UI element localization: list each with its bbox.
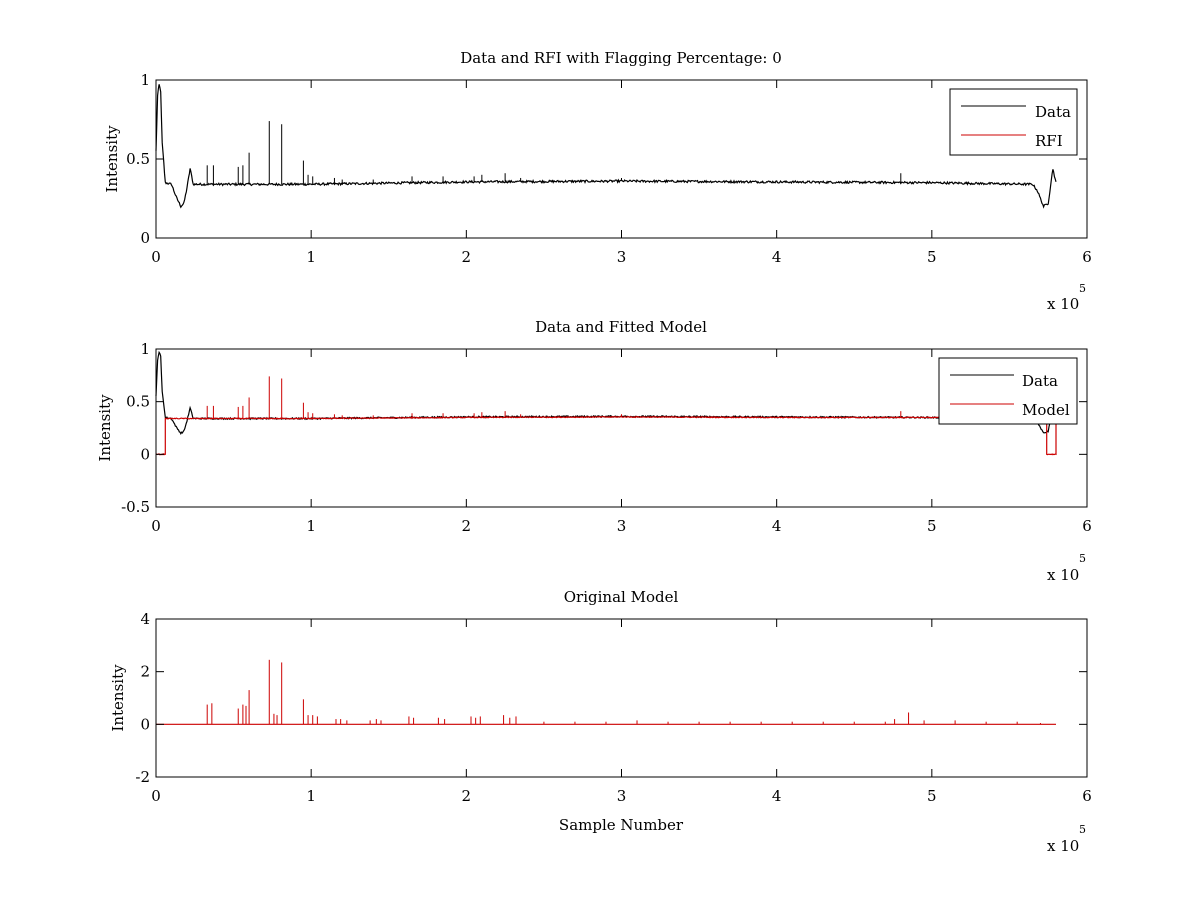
x-tick-label: 0 (151, 517, 161, 535)
x-tick-label: 6 (1082, 248, 1092, 266)
x-tick-label: 2 (462, 517, 472, 535)
y-tick-label: 0 (140, 229, 150, 247)
y-tick-label: 0.5 (126, 150, 150, 168)
y-tick-label: 0.5 (126, 393, 150, 411)
x-tick-label: 1 (306, 787, 316, 805)
x-tick-label: 3 (617, 787, 627, 805)
x-tick-label: 3 (617, 248, 627, 266)
x-tick-label: 0 (151, 248, 161, 266)
y-tick-label: -2 (135, 768, 150, 786)
x-tick-label: 6 (1082, 517, 1092, 535)
panel-3-plot (156, 659, 1056, 725)
y-tick-label: 0 (140, 445, 150, 463)
panel-1-legend-rfi-label: RFI (1035, 132, 1063, 150)
panel-1-title: Data and RFI with Flagging Percentage: 0 (460, 49, 782, 67)
y-tick-label: 1 (140, 71, 150, 89)
x-tick-label: 4 (772, 787, 782, 805)
x-tick-label: 5 (927, 517, 937, 535)
panel-3-x-multiplier-base: x 10 (1047, 837, 1079, 855)
panel-2-x-multiplier-exponent: 5 (1079, 552, 1086, 565)
panel-1: Data and RFI with Flagging Percentage: 0… (103, 49, 1092, 313)
panel-1-x-multiplier-base: x 10 (1047, 295, 1079, 313)
panel-3-x-axis-label: Sample Number (559, 816, 684, 834)
x-tick-label: 1 (306, 517, 316, 535)
panel-1-x-multiplier-exponent: 5 (1079, 282, 1086, 295)
x-tick-label: 3 (617, 517, 627, 535)
y-tick-label: 0 (140, 715, 150, 733)
panel-3-y-axis-label: Intensity (109, 664, 127, 732)
panel-2-y-axis-label: Intensity (96, 394, 114, 462)
x-tick-label: 5 (927, 248, 937, 266)
panel-1-legend-data-label: Data (1035, 103, 1071, 121)
series-data-line (155, 84, 1057, 209)
panel-1-legend-box (949, 88, 1078, 156)
panel-2-legend-data-label: Data (1022, 372, 1058, 390)
x-tick-label: 1 (306, 248, 316, 266)
panel-2-ticks: 0 1 2 3 4 5 6-0.500.51 (121, 340, 1092, 535)
series-model-line (155, 415, 1057, 456)
y-tick-label: -0.5 (121, 498, 150, 516)
y-tick-label: 4 (140, 610, 150, 628)
panel-3-x-multiplier: x 10 5 (1047, 823, 1086, 855)
panel-1-ticks: 0 1 2 3 4 5 6 0 0.5 1 (126, 71, 1092, 266)
panel-2-plot (155, 350, 1057, 456)
panel-2-legend-box (938, 357, 1078, 425)
panel-2: Data and Fitted Model 0 1 2 3 4 5 6-0.500.51 I… (96, 318, 1092, 584)
panel-2-legend-model-label: Model (1022, 401, 1070, 419)
panel-3-title: Original Model (564, 588, 679, 606)
x-tick-label: 4 (772, 517, 782, 535)
panel-2-legend: Data Model (938, 357, 1078, 425)
x-tick-label: 2 (462, 248, 472, 266)
panel-2-title: Data and Fitted Model (535, 318, 707, 336)
x-tick-label: 4 (772, 248, 782, 266)
x-tick-label: 5 (927, 787, 937, 805)
panel-3-x-multiplier-exponent: 5 (1079, 823, 1086, 836)
x-tick-label: 6 (1082, 787, 1092, 805)
panel-2-x-multiplier: x 10 5 (1047, 552, 1086, 584)
panel-1-y-axis-label: Intensity (103, 125, 121, 193)
panel-2-x-multiplier-base: x 10 (1047, 566, 1079, 584)
x-tick-label: 2 (462, 787, 472, 805)
y-tick-label: 2 (140, 663, 150, 681)
panel-1-x-multiplier: x 10 5 (1047, 282, 1086, 313)
y-tick-label: 1 (140, 340, 150, 358)
x-tick-label: 0 (151, 787, 161, 805)
panel-1-legend: Data RFI (949, 88, 1078, 156)
panel-1-plot (155, 84, 1057, 209)
